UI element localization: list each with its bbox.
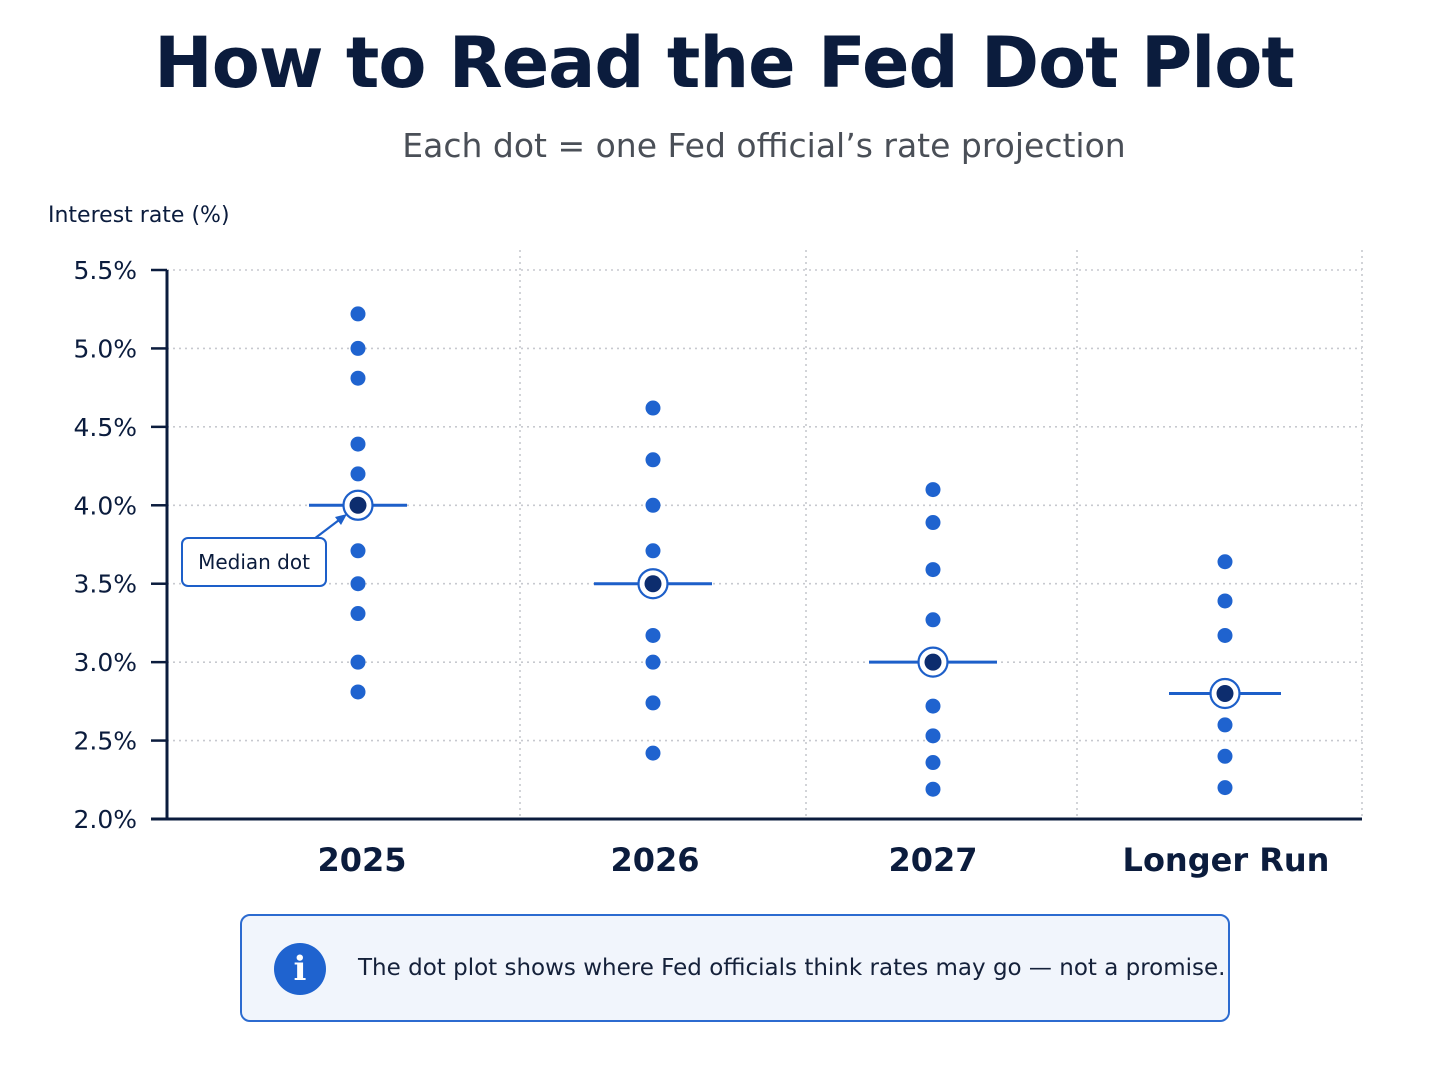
projection-dot [1217,748,1233,764]
callout-arrow-head [335,514,347,525]
y-tick-label: 3.5% [73,570,137,599]
y-tick-label: 3.0% [73,648,137,677]
projection-dot [925,515,941,531]
median-dot [349,496,367,514]
y-tick-label: 5.5% [73,256,137,285]
y-axis-label: Interest rate (%) [48,203,230,228]
projection-dot [1217,780,1233,796]
projection-dot [350,543,366,559]
projection-dot [645,543,661,559]
projection-dot [645,452,661,468]
projection-dot [350,340,366,356]
axes [151,268,1362,821]
median-dot-callout: Median dot [181,537,327,587]
projection-dot [645,654,661,670]
x-category-label: Longer Run [1123,841,1330,879]
projection-dot [925,781,941,797]
info-icon: i [274,943,326,995]
median-dot [1216,685,1234,703]
grid-lines [167,250,1363,819]
y-tick-label: 4.5% [73,413,137,442]
x-category-label: 2027 [888,841,977,879]
projection-dot [350,436,366,452]
x-category-label: 2025 [317,841,406,879]
projection-dot [350,306,366,322]
projection-dot [645,497,661,513]
median-callout-arrow [313,514,347,540]
projection-dot [350,684,366,700]
page-title: How to Read the Fed Dot Plot [154,22,1295,104]
y-tick-label: 4.0% [73,491,137,520]
projection-dot [925,562,941,578]
projection-dot [645,400,661,416]
projection-dot [645,695,661,711]
y-tick-label: 2.5% [73,727,137,756]
dot-plot-chart: Interest rate (%) 2.0% 2.5% 3.0% 3.5% 4.0% 4.… [48,203,1363,879]
projection-dot [645,627,661,643]
projection-dots [342,306,1241,797]
projection-dot [1217,627,1233,643]
projection-dot [925,698,941,714]
y-tick-label: 5.0% [73,334,137,363]
median-dot [924,653,942,671]
info-box: i The dot plot shows where Fed officials… [240,914,1230,1022]
x-category-label: 2026 [610,841,699,879]
projection-dot [350,370,366,386]
y-tick-labels: 2.0% 2.5% 3.0% 3.5% 4.0% 4.5% 5.0% 5.5% [73,256,137,834]
projection-dot [645,745,661,761]
projection-dot [1217,554,1233,570]
projection-dot [350,606,366,622]
projection-dot [350,654,366,670]
projection-dot [350,466,366,482]
info-text: The dot plot shows where Fed officials t… [358,955,1226,981]
projection-dot [350,576,366,592]
x-category-labels: 2025 2026 2027 Longer Run [317,841,1329,879]
projection-dot [1217,717,1233,733]
median-dot [644,575,662,593]
page-subtitle: Each dot = one Fed official’s rate proje… [402,126,1126,165]
projection-dot [925,755,941,771]
projection-dot [925,728,941,744]
y-tick-label: 2.0% [73,805,137,834]
median-lines [309,503,1281,696]
projection-dot [925,482,941,498]
projection-dot [925,612,941,628]
projection-dot [1217,593,1233,609]
